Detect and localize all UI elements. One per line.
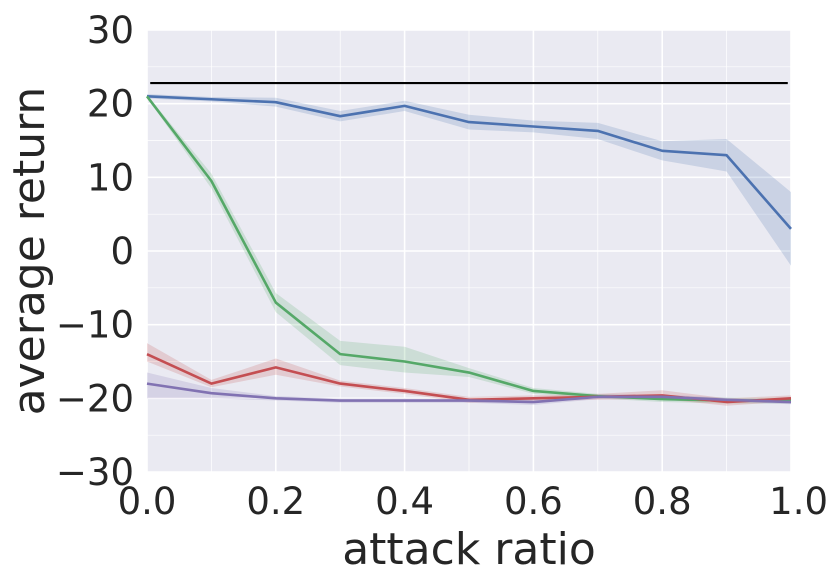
x-tick-label: 1.0 <box>769 480 828 523</box>
y-tick-label: 10 <box>87 156 134 199</box>
y-tick-label: −20 <box>56 377 134 420</box>
x-tick-labels: 0.0 0.2 0.4 0.6 0.8 1.0 <box>118 480 828 523</box>
x-tick-label: 0.4 <box>375 480 434 523</box>
y-tick-label: −30 <box>56 451 134 494</box>
confidence-band-2 <box>147 94 791 404</box>
y-tick-label: −10 <box>56 304 134 347</box>
series-lines <box>145 95 792 404</box>
x-tick-label: 0.2 <box>246 480 305 523</box>
x-axis-label: attack ratio <box>342 524 596 575</box>
series-line-1 <box>146 95 792 230</box>
series-line-4 <box>146 382 792 404</box>
y-axis-label: average return <box>4 87 55 416</box>
y-tick-label: 0 <box>110 230 134 273</box>
y-tick-labels: 30 20 10 0 −10 −20 −30 <box>56 9 134 494</box>
y-tick-label: 20 <box>87 83 134 126</box>
x-tick-label: 0.0 <box>118 480 177 523</box>
confidence-band-1 <box>147 94 791 266</box>
y-tick-label: 30 <box>87 9 134 52</box>
series-line-2 <box>145 95 791 402</box>
x-tick-label: 0.6 <box>504 480 563 523</box>
x-tick-label: 0.8 <box>633 480 692 523</box>
